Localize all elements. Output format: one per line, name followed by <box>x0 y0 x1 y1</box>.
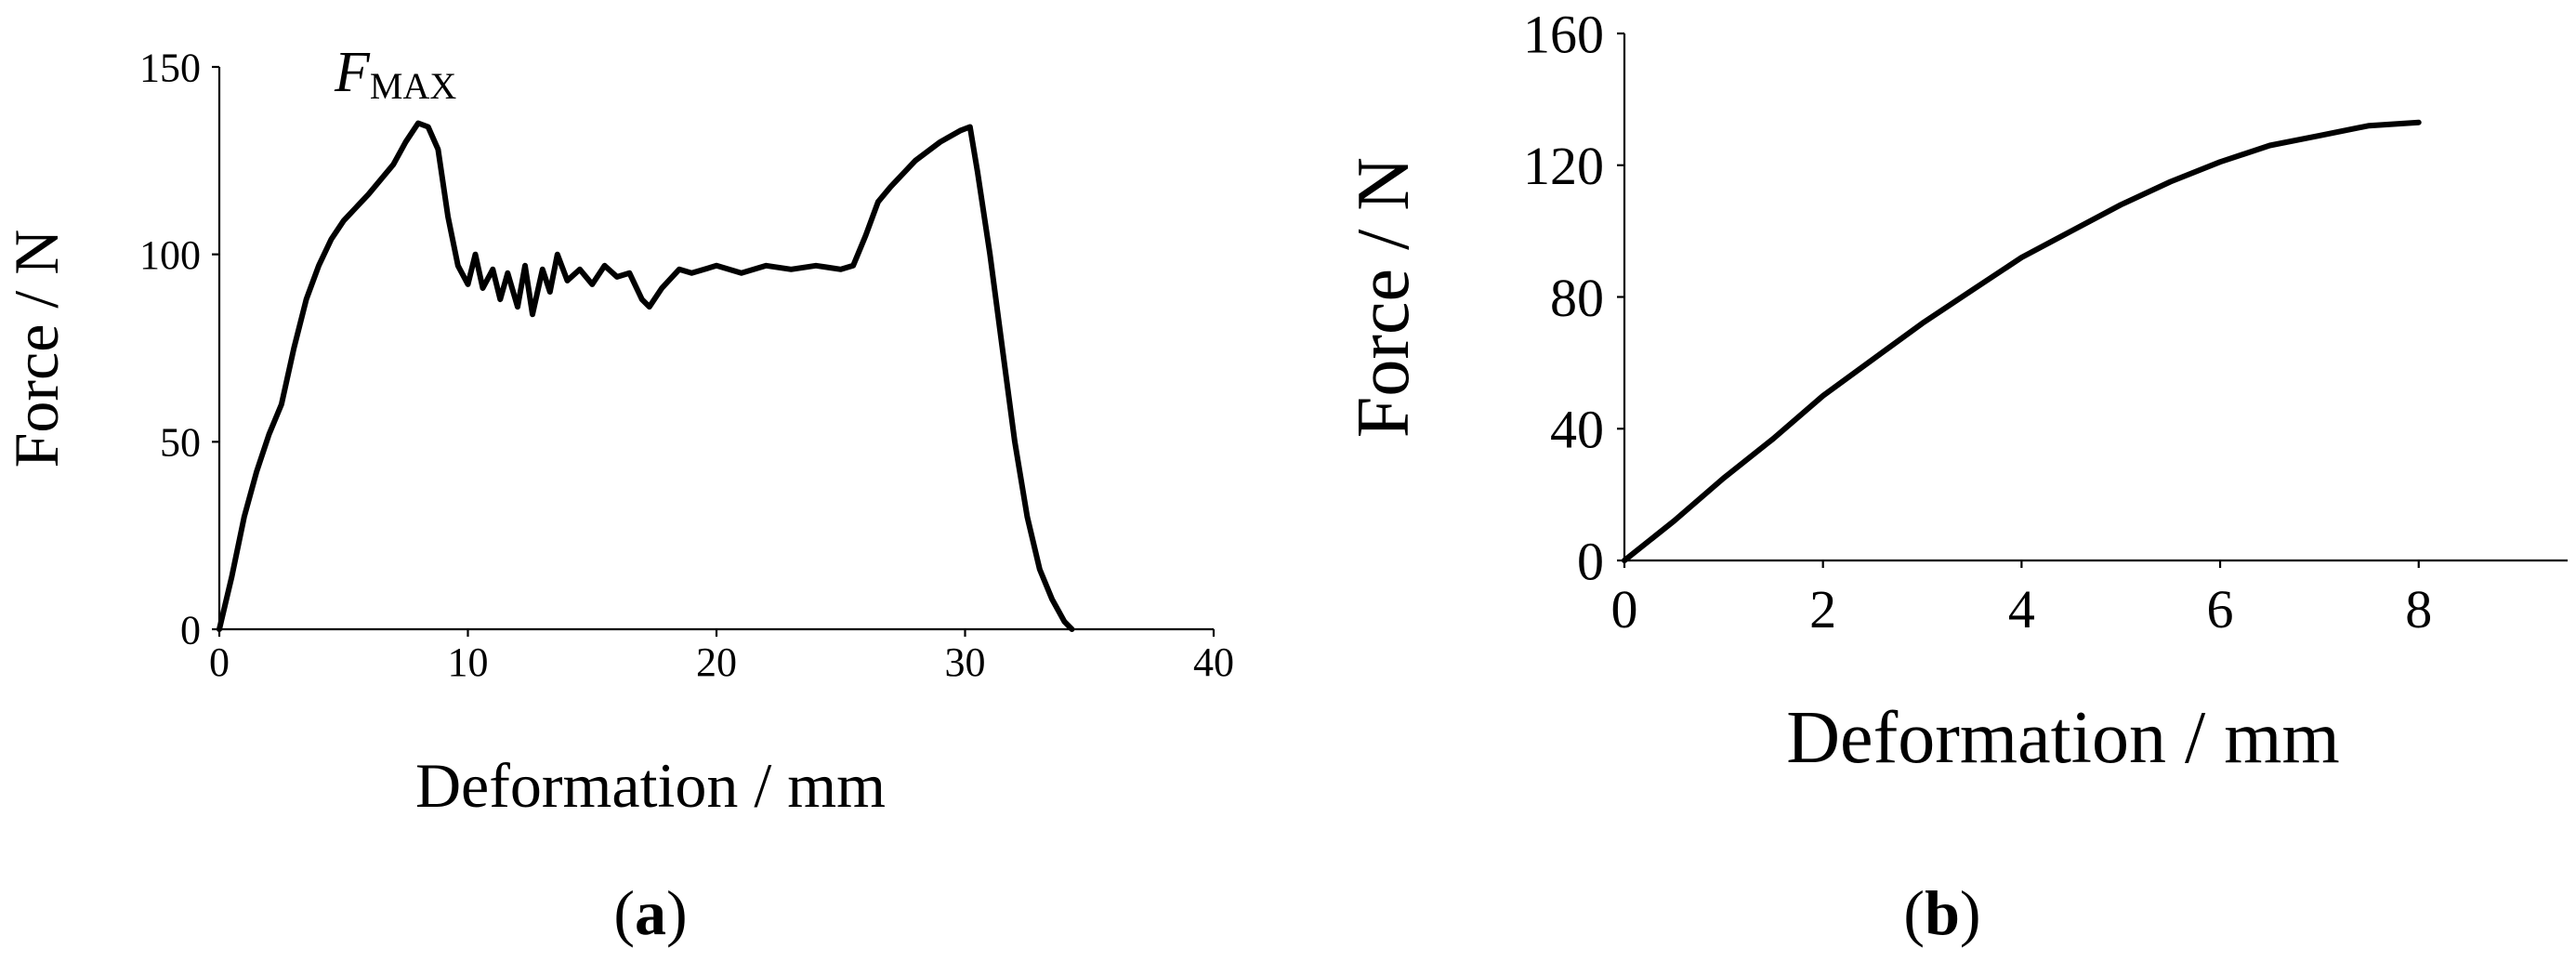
panel-label-a: (a) <box>613 877 687 948</box>
chart-a-y-tick-label: 0 <box>180 607 201 652</box>
fmax-symbol: F <box>334 41 371 104</box>
fmax-subscript: MAX <box>370 65 456 107</box>
panel-label-b-close: ) <box>1960 877 1981 948</box>
panel-label-b-letter: b <box>1925 877 1960 948</box>
chart-b-x-axis-label: Deformation / mm <box>1786 697 2339 779</box>
panel-label-a-letter: a <box>635 877 666 948</box>
chart-a-series-line <box>217 120 1075 632</box>
chart-b-y-tick-label: 40 <box>1550 400 1604 460</box>
chart-a-y-tick-label: 150 <box>139 45 201 90</box>
chart-b-ticks: 0 40 80 120 160 0 2 4 6 8 <box>1523 4 2432 639</box>
chart-a-x-tick-label: 20 <box>696 639 737 685</box>
chart-b-x-tick-label: 2 <box>1809 579 1836 639</box>
chart-b-y-axis-label: Force / N <box>1343 157 1425 438</box>
chart-a-x-tick-label: 30 <box>945 639 986 685</box>
chart-b-y-tick-label: 80 <box>1550 268 1604 328</box>
chart-a-x-axis-label: Deformation / mm <box>415 750 886 821</box>
panel-label-a-open: ( <box>613 877 635 948</box>
chart-b-y-tick-label: 0 <box>1577 531 1604 591</box>
chart-panel-a: 0 50 100 150 0 10 20 30 40 Deformation / mm Forc… <box>1 41 1234 948</box>
chart-b-x-tick-label: 8 <box>2405 579 2432 639</box>
chart-b-x-tick-label: 6 <box>2207 579 2234 639</box>
chart-a-fmax-annotation: FMAX <box>334 41 456 107</box>
chart-panel-b: 0 40 80 120 160 0 2 4 6 8 Deformation / mm Force … <box>1343 4 2568 948</box>
chart-a-axes <box>217 67 1214 631</box>
chart-a-y-tick-label: 50 <box>160 420 201 466</box>
chart-b-y-tick-label: 120 <box>1523 136 1604 196</box>
chart-b-x-tick-label: 0 <box>1611 579 1638 639</box>
panel-label-a-close: ) <box>666 877 688 948</box>
chart-b-x-tick-label: 4 <box>2008 579 2035 639</box>
panel-label-b: (b) <box>1903 877 1980 948</box>
chart-a-x-tick-label: 40 <box>1193 639 1234 685</box>
chart-a-x-tick-label: 10 <box>448 639 489 685</box>
chart-a-ticks: 0 50 100 150 0 10 20 30 40 <box>139 45 1234 685</box>
chart-a-y-tick-label: 100 <box>139 232 201 278</box>
panel-label-b-open: ( <box>1903 877 1925 948</box>
chart-b-series-line <box>1622 119 2422 563</box>
chart-a-y-axis-label: Force / N <box>1 230 72 468</box>
chart-a-x-tick-label: 0 <box>209 639 230 685</box>
chart-b-axes <box>1623 33 2568 562</box>
chart-b-y-tick-label: 160 <box>1523 4 1604 64</box>
